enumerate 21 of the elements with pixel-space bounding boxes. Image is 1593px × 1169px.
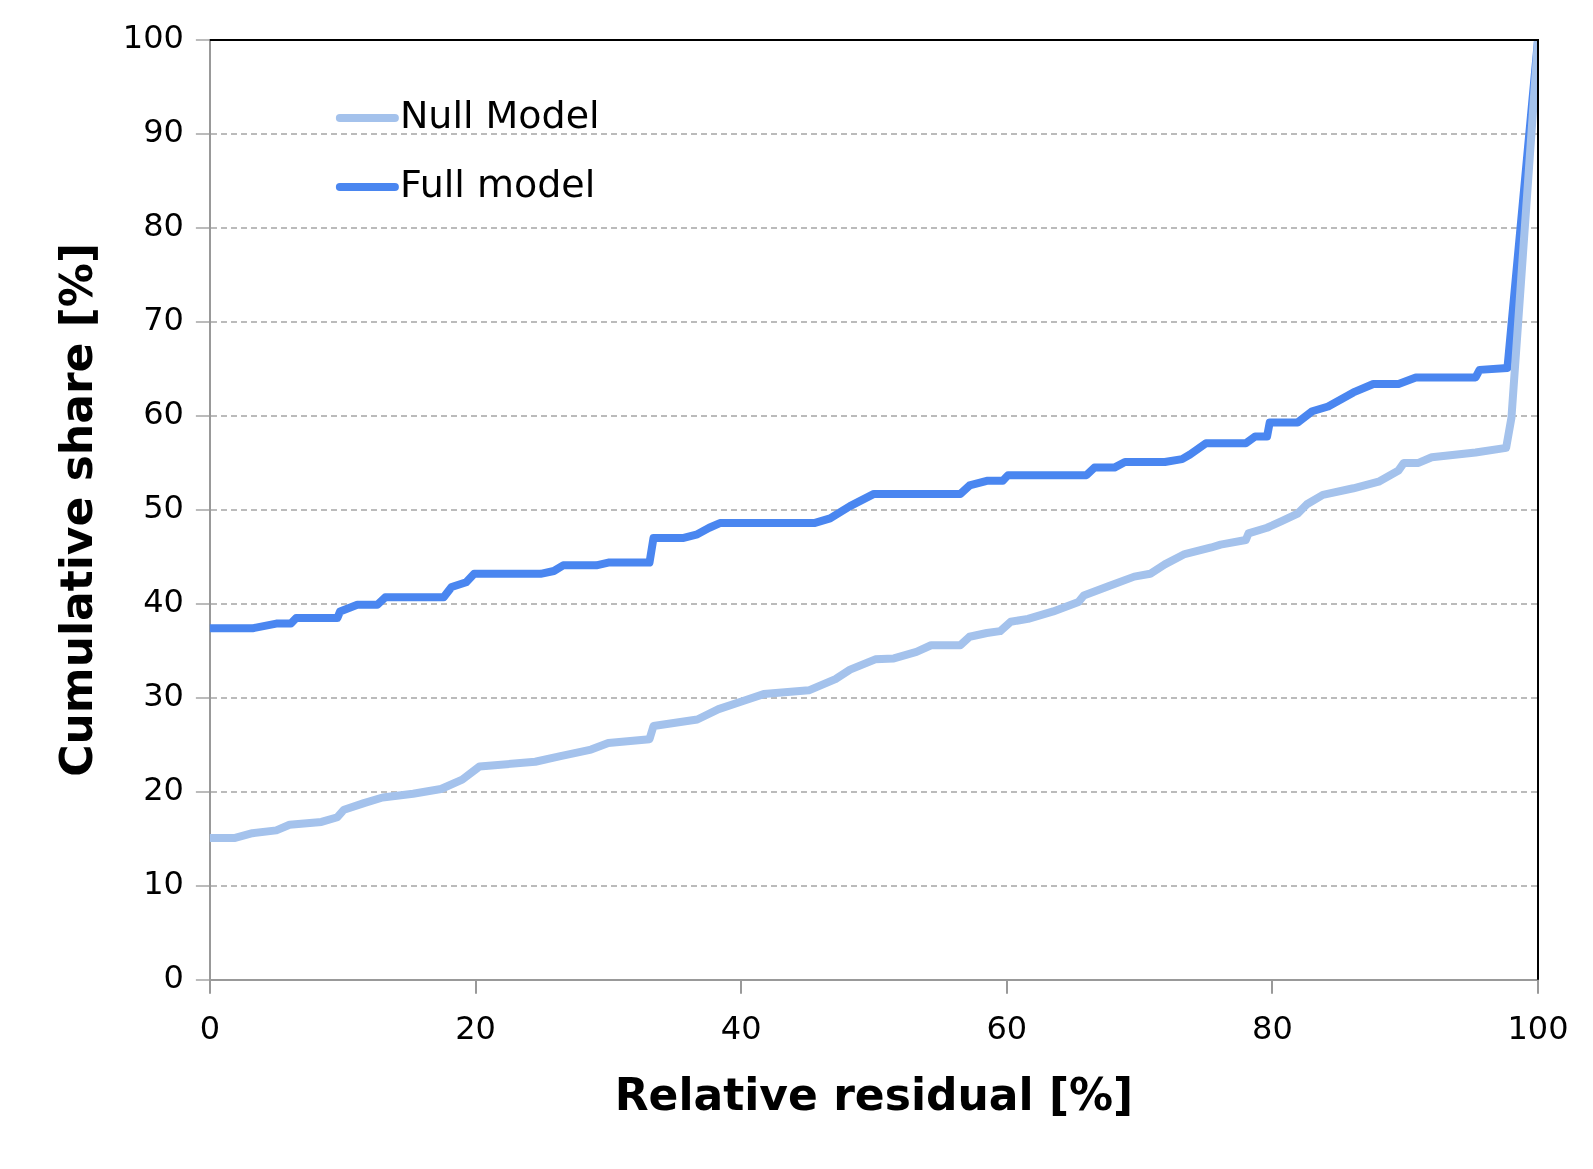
y-axis-title: Cumulative share [%]: [50, 242, 102, 777]
legend-label: Full model: [399, 161, 596, 206]
x-tick-label: 100: [1507, 1009, 1569, 1048]
y-tick-label: 100: [122, 18, 184, 57]
legend-label: Null Model: [399, 92, 600, 137]
y-tick-label: 40: [143, 582, 184, 621]
y-tick-label: 90: [143, 112, 184, 151]
y-tick-label: 70: [143, 300, 184, 339]
x-tick-label: 40: [720, 1009, 762, 1048]
y-tick-label: 80: [143, 206, 184, 245]
y-tick-label: 0: [163, 958, 184, 997]
y-tick-label: 50: [143, 488, 184, 527]
y-tick-label: 10: [143, 864, 184, 903]
y-tick-label: 30: [143, 676, 184, 715]
x-tick-label: 80: [1252, 1009, 1293, 1048]
y-tick-label: 60: [143, 394, 184, 433]
x-tick-label: 20: [455, 1009, 496, 1048]
x-axis-title: Relative residual [%]: [614, 1069, 1134, 1121]
x-tick-label: 0: [199, 1009, 221, 1048]
y-tick-label: 20: [143, 770, 184, 809]
x-tick-label: 60: [986, 1009, 1028, 1048]
